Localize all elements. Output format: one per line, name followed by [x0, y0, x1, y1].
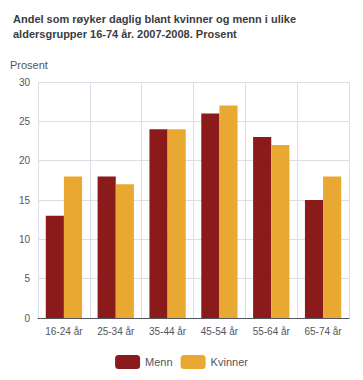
svg-text:55-64 år: 55-64 år: [253, 326, 291, 337]
svg-text:65-74 år: 65-74 år: [304, 326, 342, 337]
svg-text:15: 15: [19, 195, 31, 206]
svg-text:0: 0: [24, 313, 30, 324]
svg-text:16-24 år: 16-24 år: [45, 326, 83, 337]
svg-text:20: 20: [19, 155, 31, 166]
svg-text:25-34 år: 25-34 år: [97, 326, 135, 337]
svg-text:Prosent: Prosent: [10, 59, 48, 71]
svg-text:25: 25: [19, 116, 31, 127]
svg-text:aldersgrupper 16-74 år. 2007-2: aldersgrupper 16-74 år. 2007-2008. Prose…: [13, 28, 237, 40]
svg-text:10: 10: [19, 234, 31, 245]
svg-text:30: 30: [19, 77, 31, 88]
svg-text:5: 5: [24, 273, 30, 284]
svg-text:Menn: Menn: [145, 356, 173, 368]
svg-text:Kvinner: Kvinner: [211, 356, 249, 368]
svg-text:45-54 år: 45-54 år: [201, 326, 239, 337]
svg-text:Andel som røyker daglig blant: Andel som røyker daglig blant kvinner og…: [13, 13, 296, 25]
svg-text:35-44 år: 35-44 år: [149, 326, 187, 337]
